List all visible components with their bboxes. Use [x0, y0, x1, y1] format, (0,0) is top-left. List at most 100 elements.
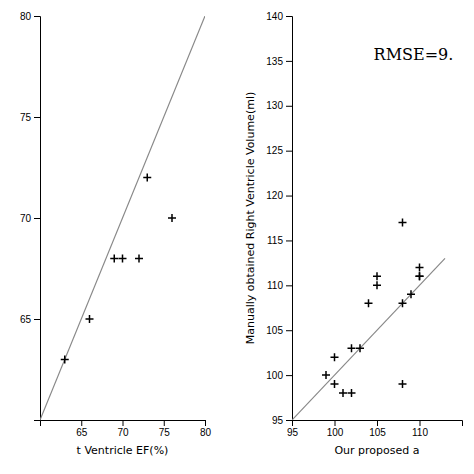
- point: [407, 290, 415, 298]
- y-tick: 80: [20, 11, 40, 22]
- plot-area: [292, 218, 445, 420]
- y-tick-label: 65: [20, 314, 32, 325]
- y-tick-label: 120: [266, 190, 283, 201]
- y-tick: 70: [20, 213, 40, 224]
- y-tick-mark: [286, 16, 292, 17]
- point: [339, 389, 347, 397]
- y-tick-mark: [286, 196, 292, 197]
- y-tick-label: 140: [266, 11, 283, 22]
- point: [322, 371, 330, 379]
- y-tick: 135: [266, 56, 292, 67]
- axis-line: [34, 17, 41, 421]
- point: [86, 315, 94, 323]
- y-tick: 125: [266, 145, 292, 156]
- line: [40, 16, 205, 420]
- point: [399, 380, 407, 388]
- y-tick: 75: [20, 112, 40, 123]
- axis-line: [293, 421, 463, 427]
- y-tick-label: 75: [20, 112, 32, 123]
- point: [416, 272, 424, 280]
- y-tick: 120: [266, 190, 292, 201]
- y-tick-mark: [286, 240, 292, 241]
- y-tick-mark: [286, 285, 292, 286]
- x-tick-label: 95: [287, 427, 299, 438]
- point: [135, 254, 143, 262]
- y-tick-mark: [286, 151, 292, 152]
- y-tick: 140: [266, 11, 292, 22]
- point: [168, 214, 176, 222]
- point: [331, 380, 339, 388]
- x-tick-label: 80: [200, 427, 212, 438]
- y-tick: 105: [266, 325, 292, 336]
- y-tick: 65: [20, 314, 40, 325]
- point: [61, 355, 69, 363]
- point: [119, 254, 127, 262]
- x-tick: 105: [369, 420, 386, 438]
- x-tick: 95: [287, 420, 299, 438]
- x-tick: 80: [200, 420, 212, 438]
- x-tick-label: 110: [412, 427, 428, 438]
- axis-line: [286, 17, 293, 421]
- y-tick-label: 130: [266, 100, 283, 111]
- x-tick: 110: [412, 420, 428, 438]
- annotation: RMSE=9.: [374, 45, 454, 64]
- x-tick: 65: [76, 420, 88, 438]
- x-tick-label: 75: [159, 427, 171, 438]
- y-tick-label: 70: [20, 213, 32, 224]
- x-tick-label: 100: [327, 427, 344, 438]
- y-tick: 95: [272, 415, 292, 426]
- y-tick-mark: [34, 319, 40, 320]
- x-tick-mark: [335, 420, 336, 426]
- panel: 65 70 75 80 65 70 75 80 t Ventricle EF(%): [20, 11, 212, 457]
- point: [416, 272, 424, 280]
- plot-area: [40, 16, 205, 420]
- point: [365, 299, 373, 307]
- y-tick-label: 105: [266, 325, 283, 336]
- y-tick-mark: [34, 218, 40, 219]
- y-tick-label: 110: [267, 280, 283, 291]
- point: [416, 263, 424, 271]
- y-tick-mark: [286, 420, 292, 421]
- y-axis: 65 70 75 80: [20, 11, 41, 421]
- point: [399, 218, 407, 226]
- point: [373, 281, 381, 289]
- x-tick-mark: [123, 420, 124, 426]
- y-tick-mark: [286, 375, 292, 376]
- point: [110, 254, 118, 262]
- x-tick: 100: [327, 420, 344, 438]
- point: [143, 174, 151, 182]
- y-tick: 110: [267, 280, 292, 291]
- x-axis: 65 70 75 80: [41, 420, 212, 438]
- x-tick-mark: [420, 420, 421, 426]
- y-axis-label: Manually obtained Right Ventricle Volume…: [244, 92, 257, 344]
- x-axis-label: t Ventricle EF(%): [77, 444, 169, 457]
- x-tick-label: 65: [76, 427, 88, 438]
- y-tick-label: 125: [266, 145, 283, 156]
- panel: 95 100 105 110 95 100 105 110 115 120 125 130 135 140…: [244, 11, 463, 457]
- x-axis: 95 100 105 110: [287, 420, 463, 438]
- y-tick-mark: [286, 61, 292, 62]
- y-tick: 100: [266, 370, 292, 381]
- y-tick-mark: [286, 330, 292, 331]
- y-tick-mark: [34, 117, 40, 118]
- chart: 65 70 75 80 65 70 75 80 t Ventricle EF(%) 95 100 10…: [0, 0, 474, 474]
- y-axis: 95 100 105 110 115 120 125 130 135 140: [266, 11, 292, 426]
- x-tick-label: 105: [369, 427, 386, 438]
- point: [356, 344, 364, 352]
- y-tick-label: 95: [272, 415, 284, 426]
- x-axis-label: Our proposed a: [334, 444, 419, 457]
- y-tick-label: 100: [266, 370, 283, 381]
- y-tick-mark: [34, 16, 40, 17]
- x-tick-mark: [81, 420, 82, 426]
- point: [399, 299, 407, 307]
- y-tick: 115: [267, 235, 292, 246]
- point: [373, 272, 381, 280]
- point: [348, 344, 356, 352]
- point: [348, 389, 356, 397]
- x-tick-label: 70: [117, 427, 129, 438]
- x-tick-mark: [205, 420, 206, 426]
- x-tick-mark: [164, 420, 165, 426]
- x-tick-mark: [377, 420, 378, 426]
- x-tick: 75: [159, 420, 171, 438]
- point: [331, 353, 339, 361]
